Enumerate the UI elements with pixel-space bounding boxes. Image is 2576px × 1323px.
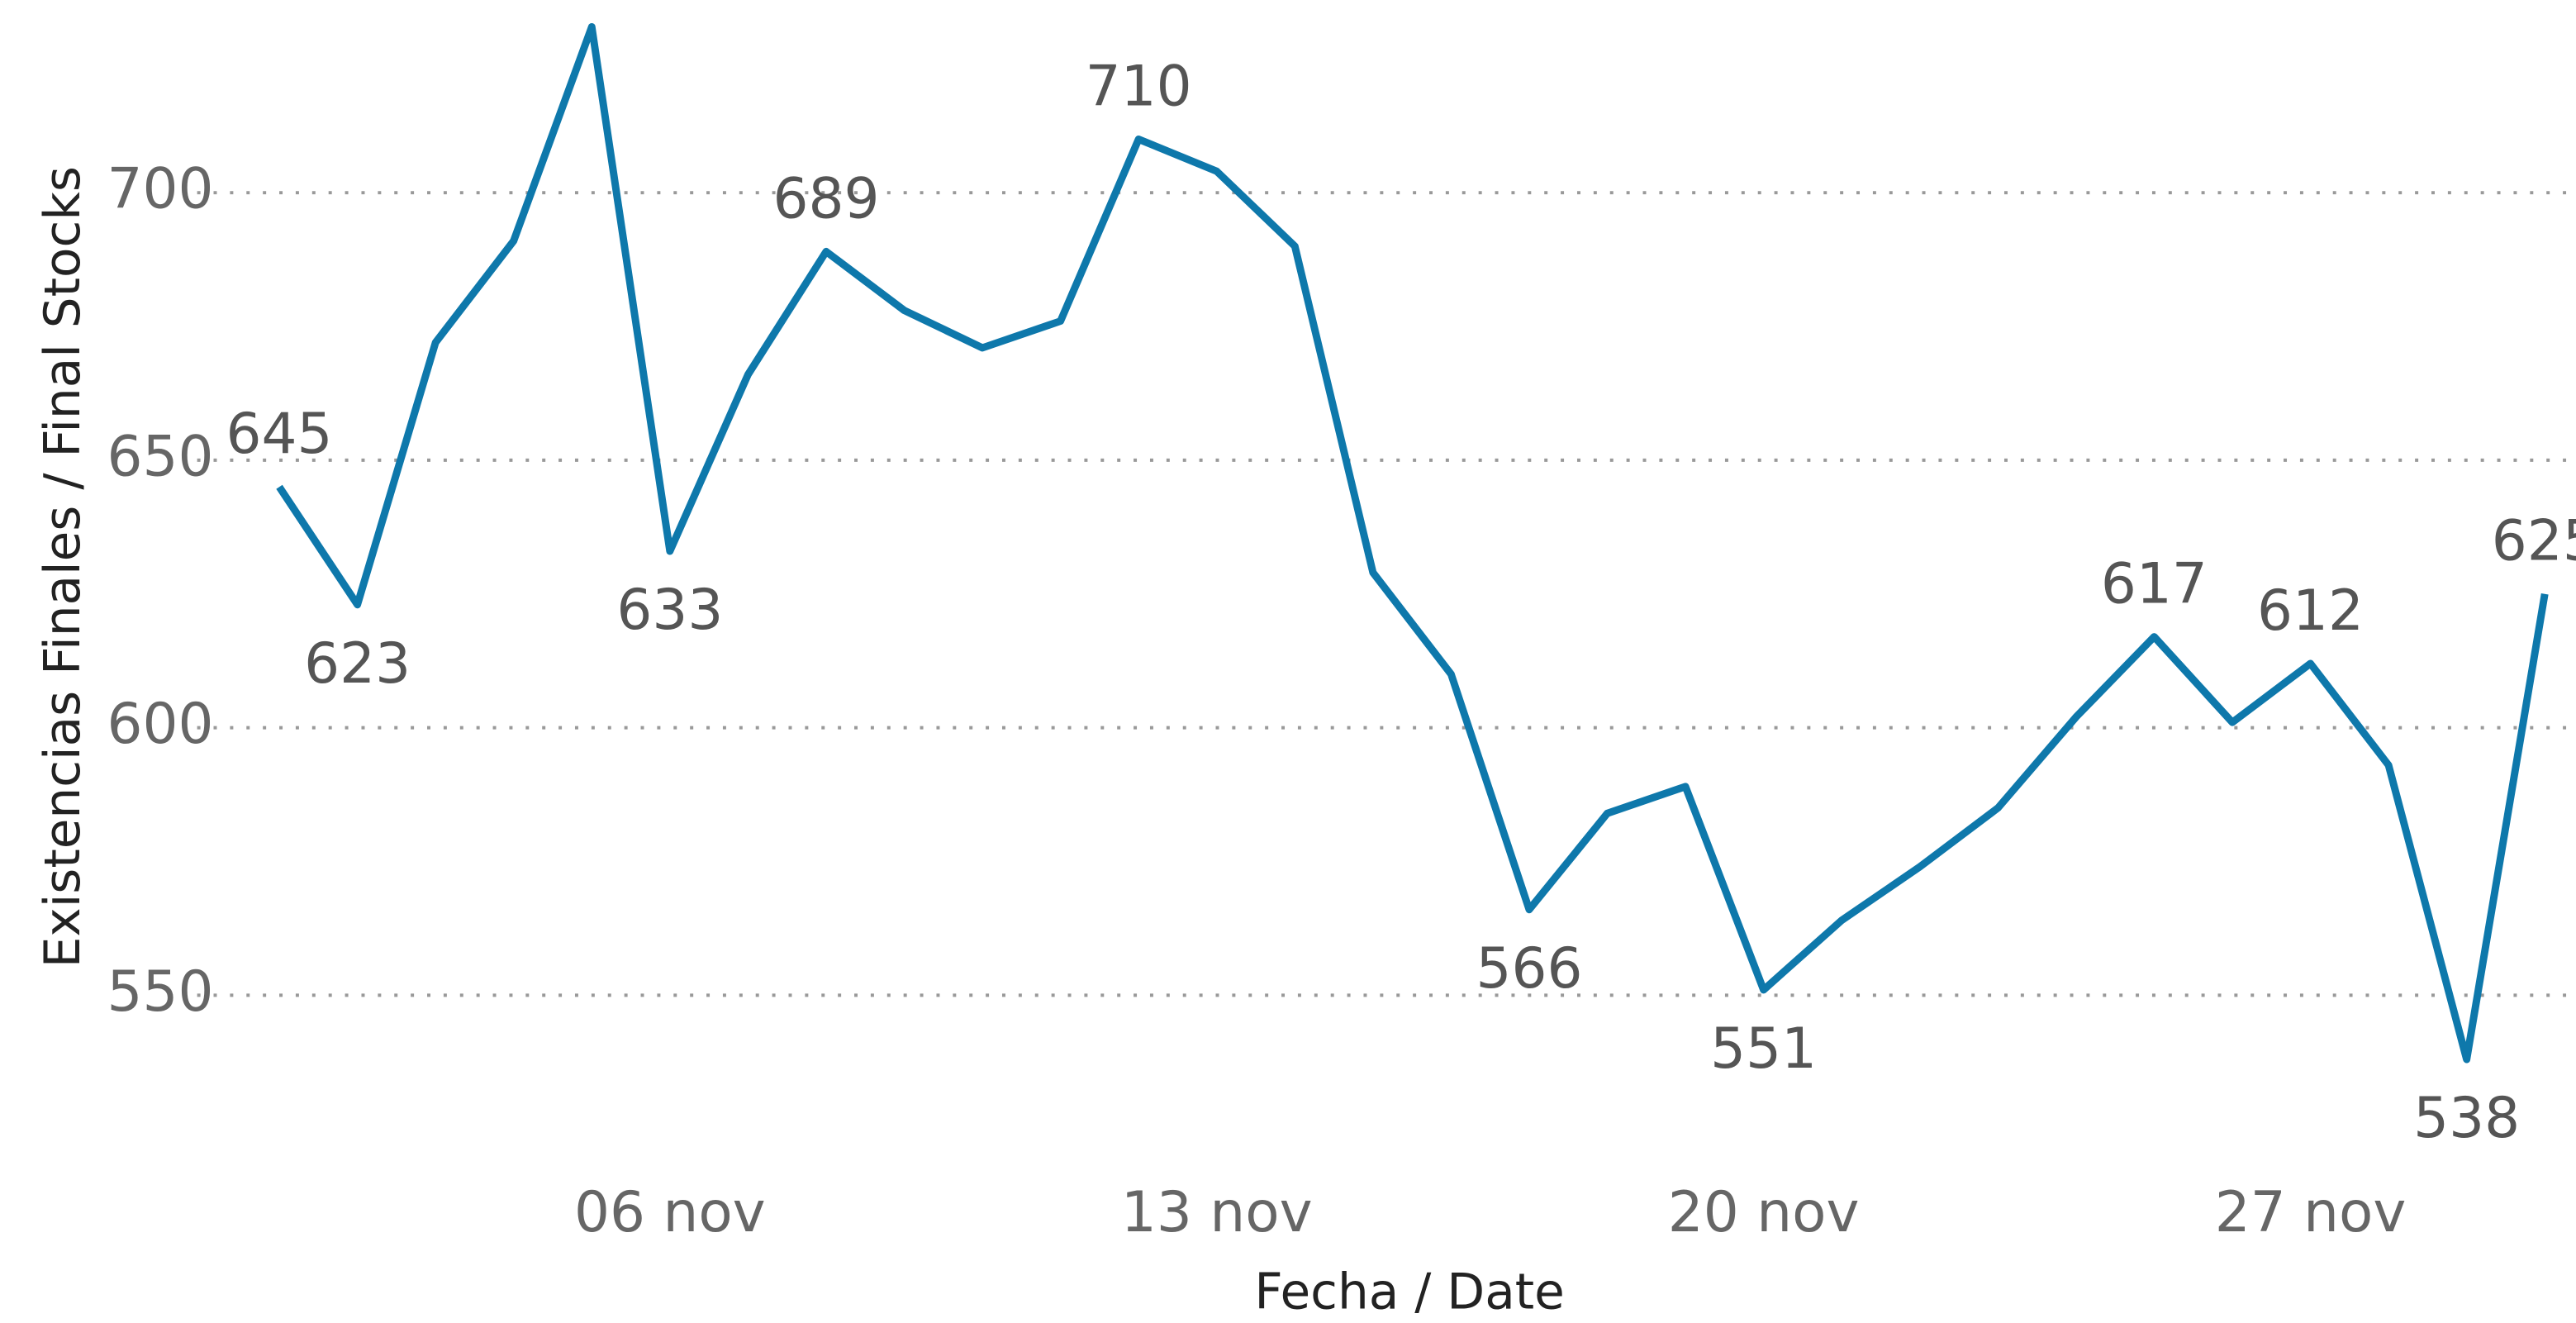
x-tick-label: 20 nov xyxy=(1668,1179,1860,1244)
y-tick-label: 650 xyxy=(107,423,213,488)
x-tick-label: 27 nov xyxy=(2215,1179,2407,1244)
y-tick-label: 600 xyxy=(107,691,213,756)
x-tick-label: 06 nov xyxy=(574,1179,766,1244)
data-label: 612 xyxy=(2257,578,2364,643)
line xyxy=(276,23,2549,1064)
data-label: 689 xyxy=(772,165,879,231)
data-label: 617 xyxy=(2101,550,2208,616)
y-tick-label: 700 xyxy=(107,156,213,221)
x-axis-title: Fecha / Date xyxy=(1254,1264,1564,1321)
data-label: 551 xyxy=(1710,1016,1817,1081)
data-label: 633 xyxy=(616,577,723,642)
data-label: 566 xyxy=(1476,935,1582,1001)
data-label: 710 xyxy=(1086,53,1192,118)
data-label: 645 xyxy=(226,401,333,466)
x-tick-label: 13 nov xyxy=(1121,1179,1313,1244)
y-axis-title: Existencias Finales / Final Stocks xyxy=(35,166,92,968)
y-tick-label: 550 xyxy=(107,959,213,1024)
data-label: 625 xyxy=(2492,508,2576,573)
data-label: 538 xyxy=(2413,1085,2520,1150)
data-label: 731 xyxy=(539,0,645,6)
data-label: 623 xyxy=(304,631,411,696)
